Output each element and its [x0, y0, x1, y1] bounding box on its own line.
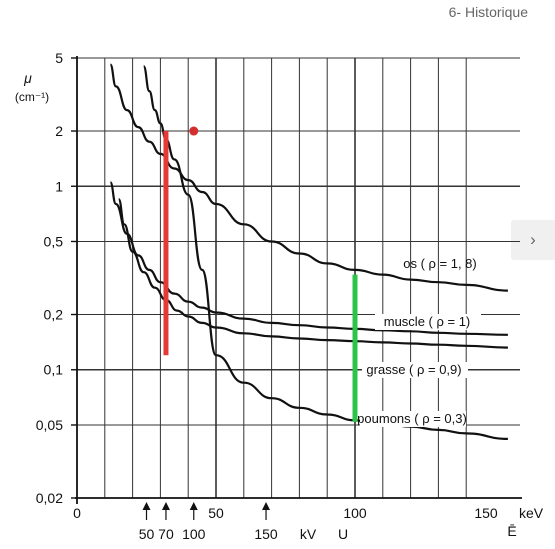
series-line [109, 63, 508, 292]
series-label-bg [362, 362, 468, 378]
y-tick-label: 5 [55, 50, 63, 66]
y-tick-label: 0,5 [44, 233, 64, 249]
voltage-arrow-head [262, 502, 271, 510]
series-label: os ( ρ = 1, 8) [403, 256, 477, 271]
y-tick-label: 0,02 [36, 490, 63, 506]
series-line [142, 65, 508, 440]
y-symbol-label: μ [23, 70, 32, 86]
voltage-unit-label: kV [300, 526, 317, 542]
page-title: 6- Historique [448, 4, 528, 20]
y-tick-label: 0,1 [44, 362, 64, 378]
x-tick-label: 150 [474, 505, 498, 521]
voltage-tick-label: 150 [254, 526, 278, 542]
y-unit-label: (cm⁻¹) [15, 90, 49, 104]
y-tick-label: 0,05 [36, 417, 63, 433]
series-label: muscle ( ρ = 1) [384, 314, 471, 329]
x-symbol-label: Ē [507, 523, 516, 539]
series-label-bg [360, 411, 466, 427]
series-label: poumons ( ρ = 0,3) [357, 411, 467, 426]
series-label-bg [375, 314, 481, 330]
voltage-arrow-head [161, 502, 170, 510]
series-label: grasse ( ρ = 0,9) [366, 362, 461, 377]
x-unit-label: keV [519, 505, 544, 521]
y-tick-label: 2 [55, 123, 63, 139]
voltage-tick-label: 50 [139, 526, 155, 542]
x-tick-label: 50 [208, 505, 224, 521]
voltage-arrow-head [142, 502, 151, 510]
x-tick-label: 100 [343, 505, 367, 521]
voltage-tick-label: 70 [158, 526, 174, 542]
voltage-symbol-label: U [338, 526, 348, 542]
voltage-arrow-head [189, 502, 198, 510]
x-tick-label: 0 [73, 505, 81, 521]
series-line [109, 181, 508, 336]
y-tick-label: 0,2 [44, 307, 64, 323]
y-tick-label: 1 [55, 178, 63, 194]
series-line [117, 198, 508, 349]
highlight-point [189, 126, 199, 136]
next-slide-button[interactable]: › [511, 220, 555, 260]
voltage-tick-label: 100 [182, 526, 206, 542]
chevron-right-icon: › [530, 230, 536, 249]
